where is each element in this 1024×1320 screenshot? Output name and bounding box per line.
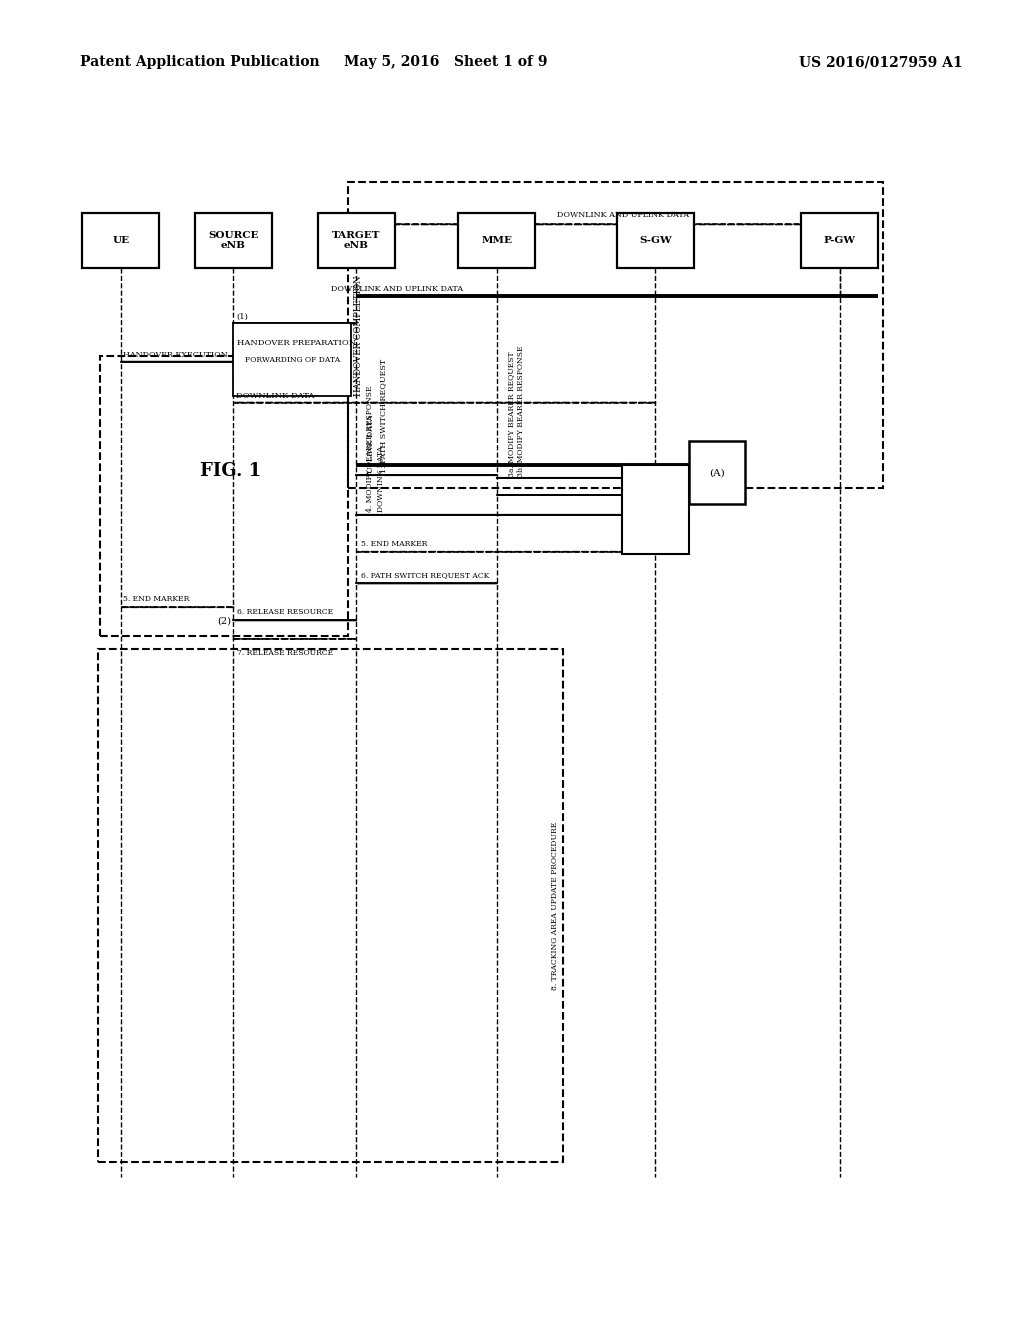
Bar — [688, 441, 745, 504]
Bar — [82, 213, 159, 268]
Text: 8. TRACKING AREA UPDATE PROCEDURE: 8. TRACKING AREA UPDATE PROCEDURE — [551, 821, 559, 990]
Text: UPLINK DATA: UPLINK DATA — [367, 414, 375, 473]
Text: (1): (1) — [237, 313, 249, 321]
Bar — [348, 182, 883, 488]
Bar — [616, 213, 694, 268]
Text: HANDOVER EXECUTION: HANDOVER EXECUTION — [123, 351, 227, 359]
Text: 5. END MARKER: 5. END MARKER — [361, 540, 428, 548]
Bar — [459, 213, 535, 268]
Text: 5. END MARKER: 5. END MARKER — [123, 595, 189, 603]
Text: DOWNLINK DATA: DOWNLINK DATA — [236, 392, 314, 400]
Text: UE: UE — [113, 236, 129, 244]
Text: (2): (2) — [217, 616, 231, 626]
Text: DOWNINK DATA: DOWNINK DATA — [377, 446, 385, 512]
Text: HANDOVER PREPARATION: HANDOVER PREPARATION — [237, 339, 355, 347]
Bar — [98, 649, 563, 1162]
Bar — [317, 213, 395, 268]
Bar — [195, 213, 272, 268]
Text: US 2016/0127959 A1: US 2016/0127959 A1 — [799, 55, 963, 70]
Text: Patent Application Publication: Patent Application Publication — [80, 55, 319, 70]
Text: SOURCE
eNB: SOURCE eNB — [208, 231, 259, 249]
Text: May 5, 2016   Sheet 1 of 9: May 5, 2016 Sheet 1 of 9 — [344, 55, 547, 70]
Text: 7. RELEASE RESOURCE: 7. RELEASE RESOURCE — [237, 649, 333, 657]
Text: FORWARDING OF DATA: FORWARDING OF DATA — [245, 355, 340, 364]
Bar — [623, 465, 688, 554]
Text: 4. MODIFY BEARER RESPONSE: 4. MODIFY BEARER RESPONSE — [366, 385, 374, 512]
Text: P-GW: P-GW — [823, 236, 856, 244]
Text: 1. PATH SWITCH REQUEST: 1. PATH SWITCH REQUEST — [379, 358, 387, 473]
Text: MME: MME — [481, 236, 512, 244]
Text: 3a. MODIFY BEARER REQUEST: 3a. MODIFY BEARER REQUEST — [507, 351, 515, 477]
Text: DOWNLINK AND UPLINK DATA: DOWNLINK AND UPLINK DATA — [557, 211, 689, 219]
Text: 3b. MODIFY BEARER RESPONSE: 3b. MODIFY BEARER RESPONSE — [517, 345, 525, 477]
Text: DOWNLINK AND UPLINK DATA: DOWNLINK AND UPLINK DATA — [331, 285, 463, 293]
Text: 6. RELEASE RESOURCE: 6. RELEASE RESOURCE — [237, 609, 333, 616]
Text: TARGET
eNB: TARGET eNB — [332, 231, 381, 249]
Bar — [233, 323, 351, 396]
Text: 6. PATH SWITCH REQUEST ACK: 6. PATH SWITCH REQUEST ACK — [361, 572, 489, 579]
Text: HANDOVER COMPLETION: HANDOVER COMPLETION — [354, 275, 362, 396]
Text: (A): (A) — [709, 469, 725, 477]
Bar — [801, 213, 878, 268]
Text: S-GW: S-GW — [639, 236, 672, 244]
Text: FIG. 1: FIG. 1 — [200, 462, 261, 480]
Bar — [100, 356, 348, 636]
